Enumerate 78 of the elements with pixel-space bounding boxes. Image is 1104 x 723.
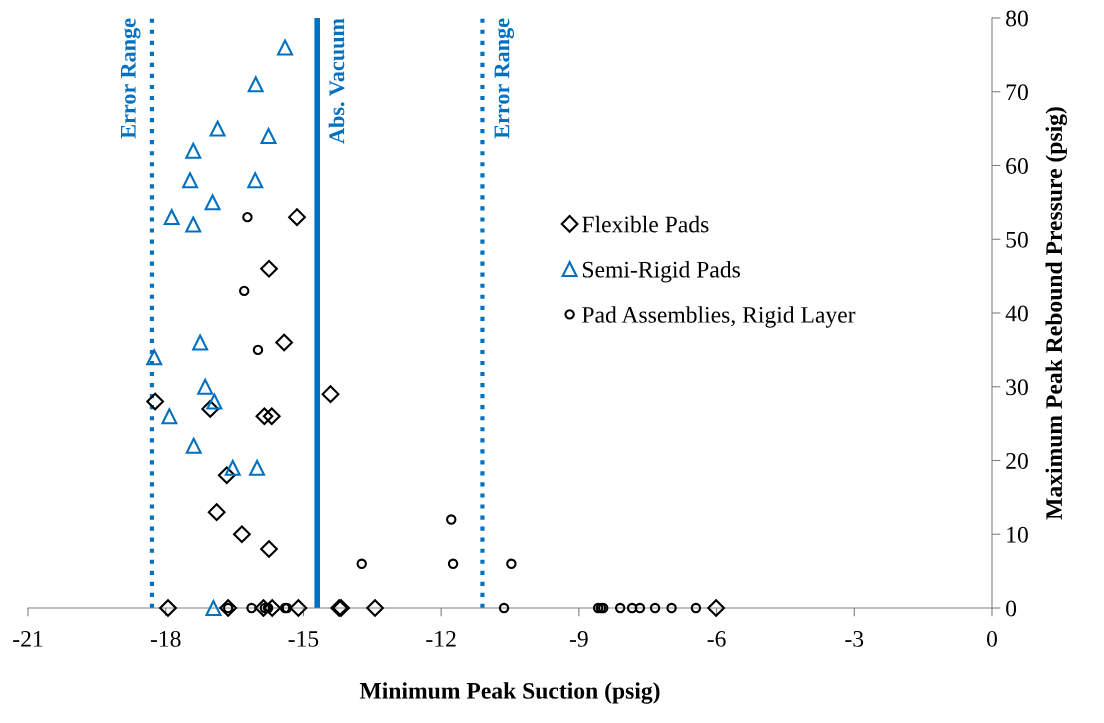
x-tick-label: -18 (150, 630, 181, 647)
point (666, 602, 677, 614)
point (288, 208, 306, 227)
ref-line-label: Error Range (494, 18, 515, 139)
y-tick-label: 70 (1006, 84, 1028, 101)
point (634, 602, 646, 614)
point (163, 209, 180, 226)
y-tick-label: 40 (1005, 305, 1028, 322)
x-tick-label: -3 (845, 630, 864, 647)
y-tick-label: 80 (1006, 10, 1028, 27)
point (262, 407, 281, 426)
point (159, 599, 177, 617)
point (185, 216, 202, 233)
y-tick-label: 50 (1006, 231, 1028, 248)
ref-line-label: Error Range (121, 18, 141, 139)
point (252, 344, 264, 356)
y-tick-label: 20 (1006, 452, 1028, 469)
y-tick-label: 0 (1006, 600, 1017, 617)
point (260, 540, 278, 558)
point (255, 407, 274, 426)
point (206, 393, 223, 410)
point (146, 349, 163, 366)
point (277, 39, 294, 56)
point (204, 194, 221, 211)
legend-label: Pad Assemblies, Rigid Layer (582, 306, 856, 328)
point (690, 602, 702, 614)
point (498, 602, 510, 614)
point (233, 525, 251, 544)
point (707, 599, 726, 617)
point (289, 599, 308, 617)
point (217, 466, 236, 485)
point (161, 408, 178, 425)
point (275, 333, 294, 352)
point (263, 599, 282, 617)
point (246, 602, 257, 614)
point (247, 172, 264, 189)
ref-line-label: Abs. Vacuum (328, 18, 345, 144)
point (197, 378, 214, 395)
point (182, 172, 199, 189)
point (192, 334, 209, 351)
point (224, 459, 241, 476)
y-tick-label: 30 (1006, 379, 1028, 396)
point (242, 211, 253, 223)
legend-label: Flexible Pads (582, 215, 709, 233)
point (260, 128, 277, 144)
y-tick-label: 10 (1007, 526, 1028, 543)
point (260, 259, 278, 278)
x-tick-label: -21 (13, 630, 43, 647)
point (201, 399, 220, 418)
point (185, 437, 202, 454)
point (446, 514, 457, 525)
x-tick-label: -15 (288, 631, 319, 647)
x-tick-label: -6 (707, 630, 726, 647)
point (614, 602, 626, 614)
x-tick-label: -9 (569, 630, 588, 647)
point (185, 142, 202, 159)
y-axis-title: Maximum Peak Rebound Pressure (psig) (1045, 107, 1068, 520)
legend-label: Semi-Rigid Pads (583, 261, 740, 283)
point (146, 392, 165, 411)
point (239, 285, 250, 297)
point (626, 602, 638, 614)
point (356, 558, 367, 569)
x-tick-label: -12 (426, 630, 456, 647)
point (247, 76, 264, 93)
point (249, 459, 266, 476)
y-tick-label: 60 (1006, 157, 1028, 174)
x-axis-title: Minimum Peak Suction (psig) (359, 682, 660, 704)
point (209, 120, 226, 137)
point (366, 599, 384, 617)
point (219, 599, 238, 617)
point (321, 385, 340, 404)
point (205, 600, 222, 616)
point (506, 558, 517, 569)
x-tick-label: 0 (987, 630, 997, 647)
point (447, 558, 459, 569)
point (649, 602, 661, 614)
point (254, 599, 273, 617)
point (207, 503, 226, 522)
